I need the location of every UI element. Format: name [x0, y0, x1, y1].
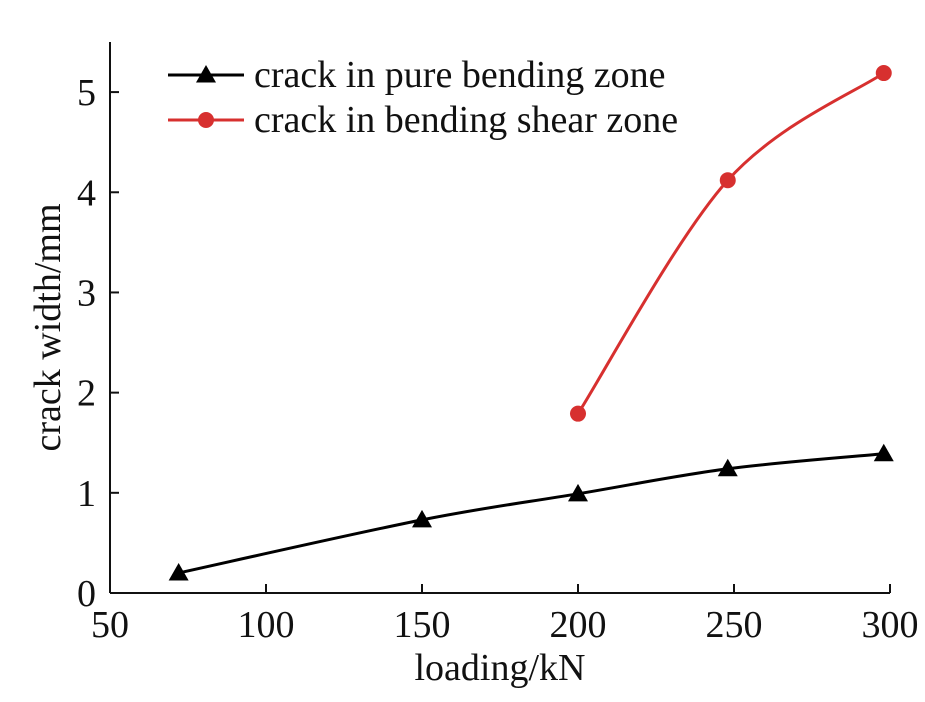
x-axis-label: loading/kN	[415, 647, 586, 689]
legend-label: crack in pure bending zone	[254, 54, 666, 96]
data-point	[412, 509, 432, 528]
legend-marker	[198, 112, 214, 128]
y-axis-label: crack width/mm	[27, 204, 69, 452]
data-point	[570, 405, 586, 422]
series-1	[168, 443, 894, 581]
y-tick-label: 5	[77, 72, 96, 114]
legend-label: crack in bending shear zone	[254, 99, 678, 141]
data-point	[568, 483, 588, 502]
data-point	[873, 443, 894, 462]
series-layer	[168, 65, 894, 581]
y-tick-label: 3	[77, 272, 96, 314]
x-tick-label: 150	[394, 604, 451, 646]
y-tick-label: 0	[77, 573, 96, 615]
series-2	[570, 65, 892, 422]
data-point	[719, 172, 736, 189]
x-tick-label: 50	[91, 604, 129, 646]
x-tick-label: 250	[706, 604, 763, 646]
x-tick-label: 300	[862, 604, 919, 646]
x-tick-label: 200	[550, 604, 607, 646]
series-line	[178, 452, 884, 575]
x-tick-label: 100	[238, 604, 295, 646]
y-tick-label: 1	[77, 473, 96, 515]
data-point	[717, 458, 738, 477]
data-point	[168, 562, 189, 581]
legend-item-1: crack in pure bending zone	[168, 54, 666, 96]
y-tick-label: 2	[77, 373, 96, 415]
legend-marker	[196, 65, 216, 83]
y-tick-label: 4	[77, 172, 96, 214]
axes: 50 100 150 200 250 300 0 1 2 3 4 5	[77, 42, 919, 646]
legend-item-2: crack in bending shear zone	[168, 99, 678, 141]
data-point	[875, 65, 892, 82]
